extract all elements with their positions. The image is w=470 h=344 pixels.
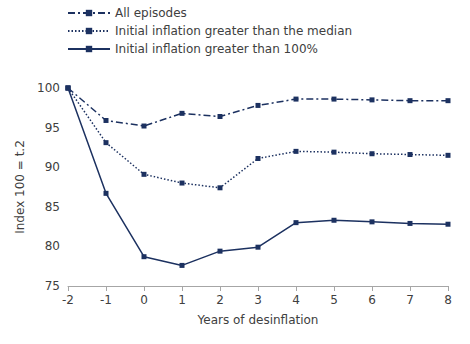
svg-text:0: 0: [140, 293, 148, 307]
svg-text:90: 90: [45, 160, 60, 174]
svg-text:Index 100 = t.2: Index 100 = t.2: [13, 140, 27, 234]
svg-text:7: 7: [406, 293, 414, 307]
svg-text:1: 1: [178, 293, 186, 307]
svg-text:5: 5: [330, 293, 338, 307]
svg-text:95: 95: [45, 121, 60, 135]
svg-text:Initial inflation greater than: Initial inflation greater than 100%: [115, 42, 318, 56]
svg-text:4: 4: [292, 293, 300, 307]
svg-text:Years of desinflation: Years of desinflation: [197, 313, 319, 327]
svg-text:2: 2: [216, 293, 224, 307]
svg-text:3: 3: [254, 293, 262, 307]
svg-text:6: 6: [368, 293, 376, 307]
svg-text:-1: -1: [100, 293, 112, 307]
svg-text:80: 80: [45, 239, 60, 253]
svg-text:8: 8: [444, 293, 452, 307]
svg-text:All episodes: All episodes: [115, 6, 187, 20]
svg-text:-2: -2: [62, 293, 74, 307]
svg-text:Initial inflation greater than: Initial inflation greater than the media…: [115, 24, 352, 38]
svg-text:85: 85: [45, 200, 60, 214]
svg-text:100: 100: [37, 81, 60, 95]
svg-text:75: 75: [45, 279, 60, 293]
